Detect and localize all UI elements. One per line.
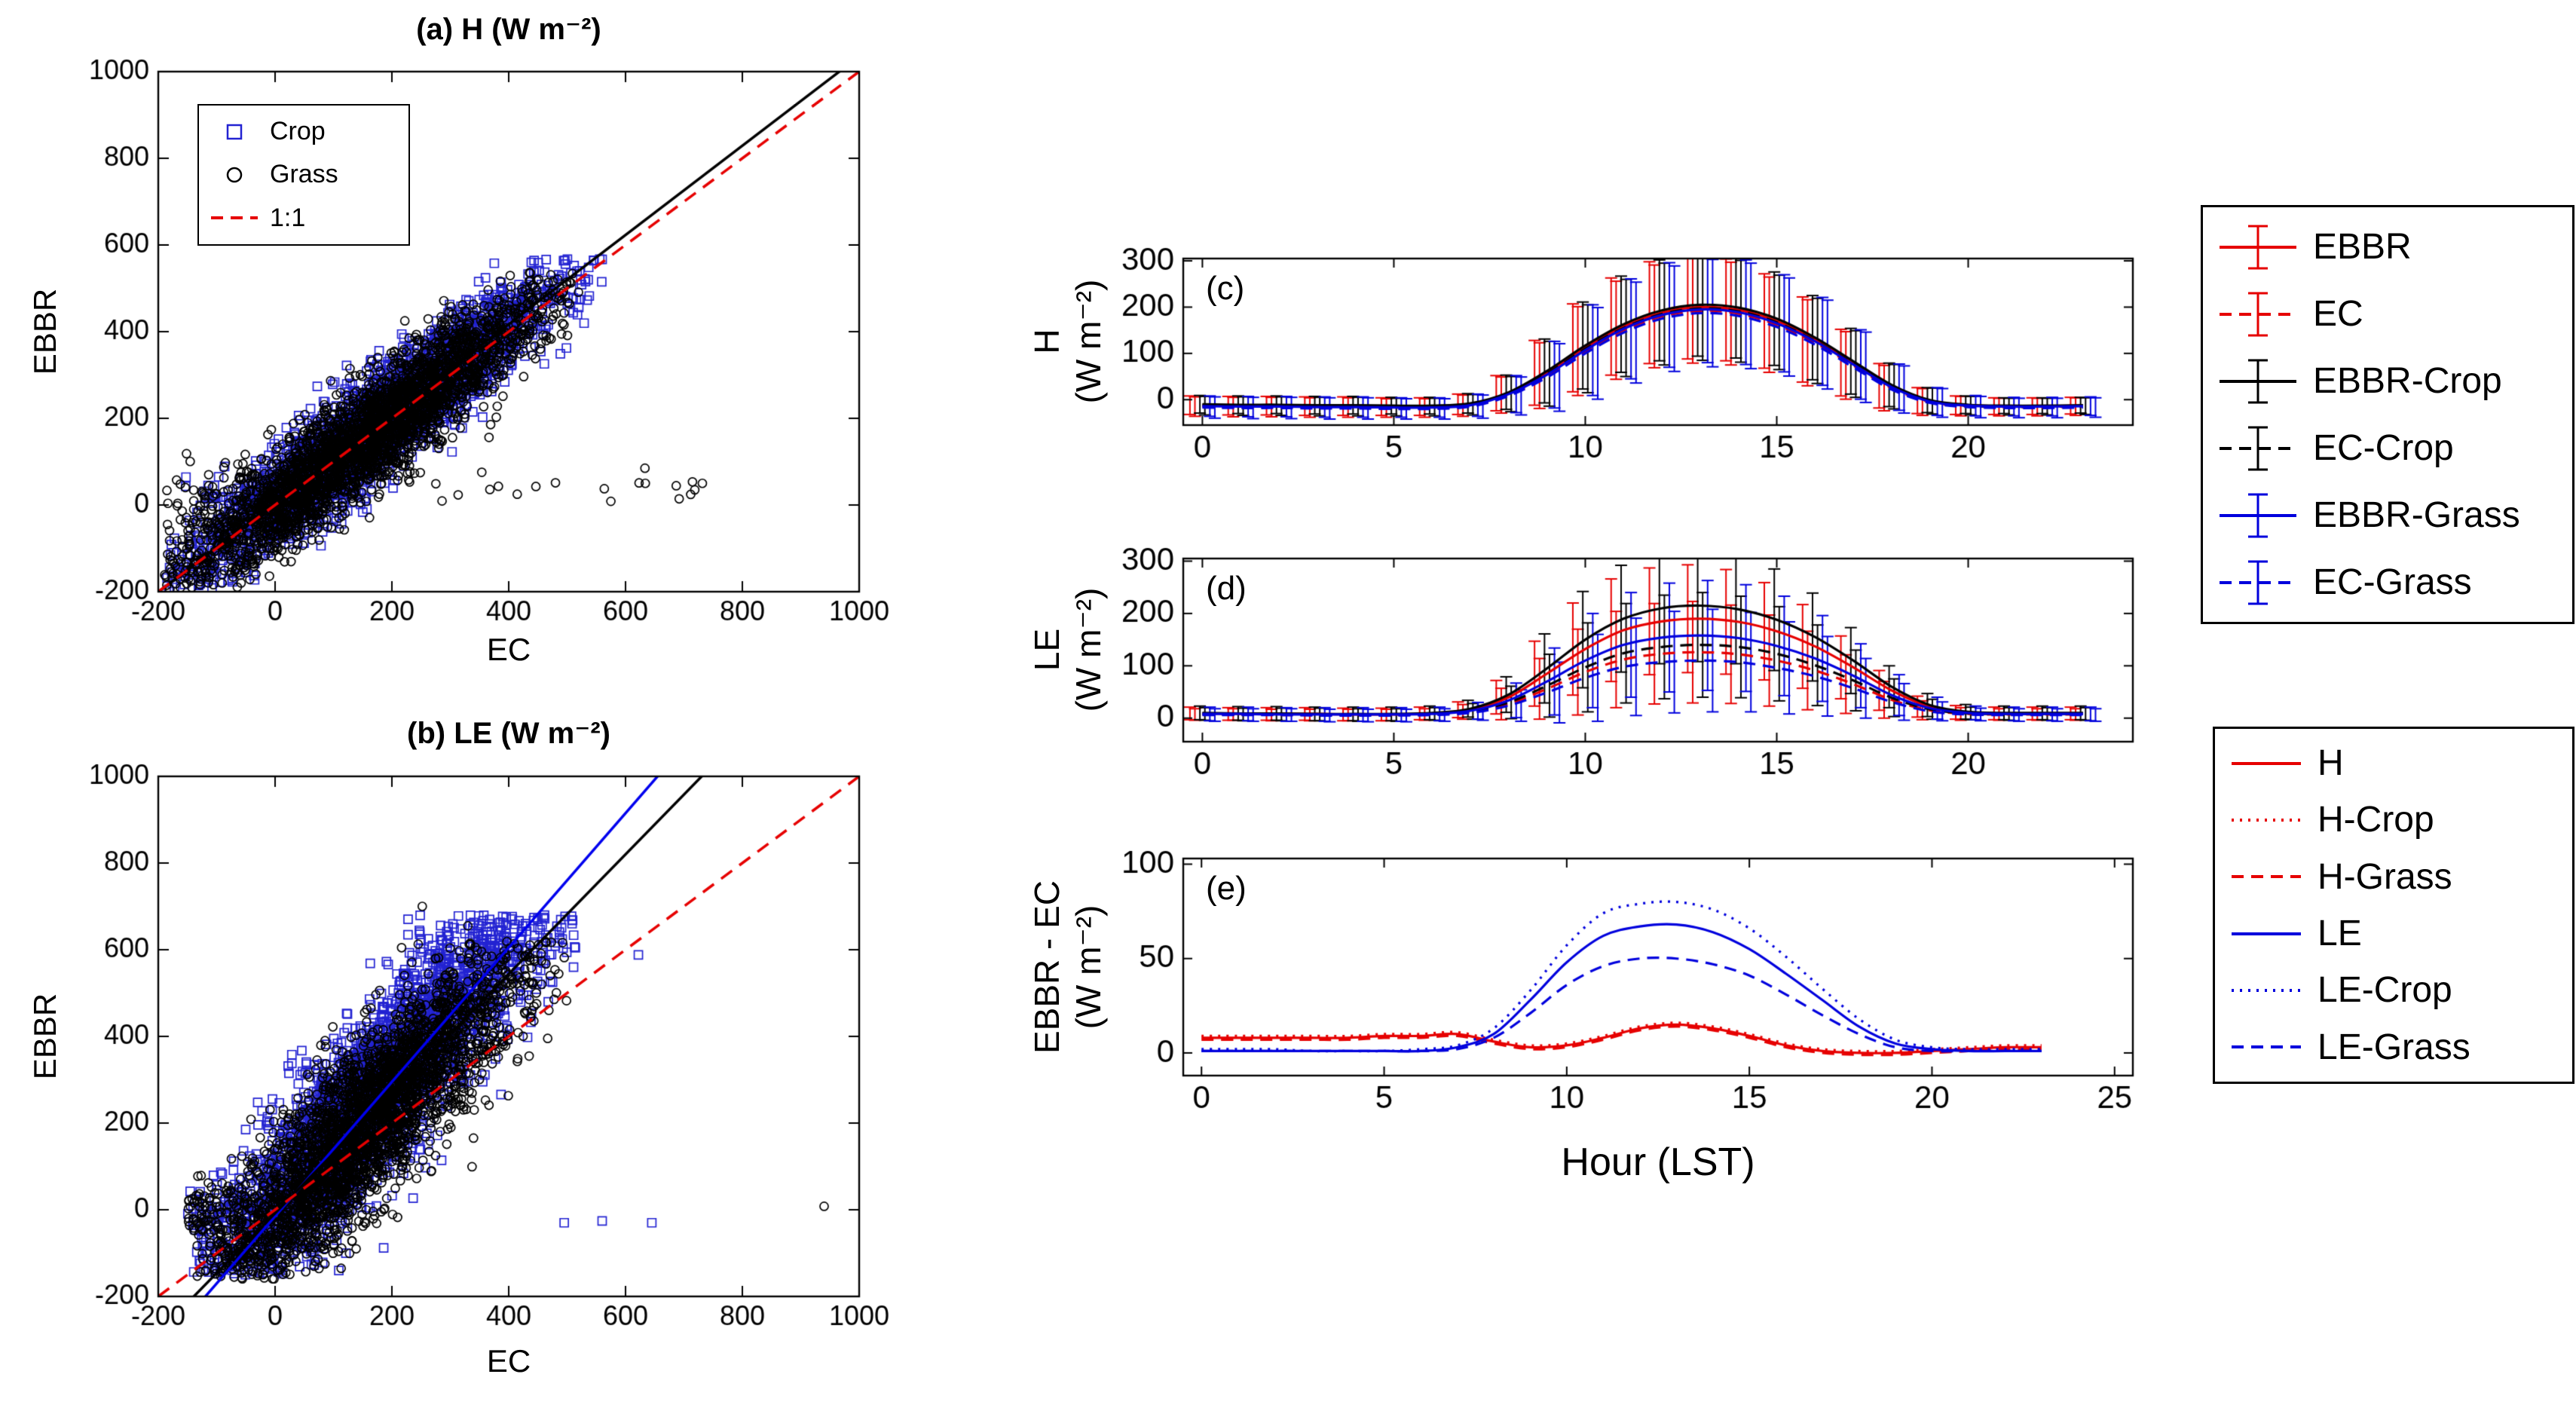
ec-crop-errorbar-line-icon xyxy=(2217,422,2299,475)
legend2-item-h-crop: H-Crop xyxy=(2229,798,2559,842)
legend1-item-ebbr-crop: EBBR-Crop xyxy=(2217,355,2559,408)
panel-e-ylabel-main: EBBR - EC xyxy=(1027,880,1066,1054)
panel-c-diurnal-canvas xyxy=(1093,241,2178,476)
panel-a-title: (a) H (W m⁻²) xyxy=(416,13,601,46)
legend1-label-ec-grass: EC-Grass xyxy=(2313,562,2472,602)
legend2-label-h-crop: H-Crop xyxy=(2317,800,2434,840)
grass-circle-marker-icon xyxy=(208,158,261,191)
panel-d-label: (d) xyxy=(1206,570,1247,607)
panel-c-ylabel-main: H xyxy=(1027,329,1066,354)
legend2-label-h: H xyxy=(2317,743,2344,784)
legend2-item-h: H xyxy=(2229,742,2559,785)
panel-d-diurnal-canvas xyxy=(1093,541,2178,793)
panel-a-legend: Crop Grass 1:1 xyxy=(197,104,410,246)
le-crop-line-icon xyxy=(2229,969,2304,1012)
panel-c-label: (c) xyxy=(1206,270,1245,307)
legend2-label-le-grass: LE-Grass xyxy=(2317,1027,2470,1067)
panel-b-scatter-canvas xyxy=(30,750,904,1353)
legend1-label-ebbr: EBBR xyxy=(2313,227,2412,267)
legend-item-one-to-one: 1:1 xyxy=(208,201,399,234)
one-to-one-line-icon xyxy=(208,201,261,234)
legend1-item-ebbr: EBBR xyxy=(2217,221,2559,274)
legend1-item-ec-crop: EC-Crop xyxy=(2217,422,2559,475)
legend2-label-le: LE xyxy=(2317,914,2362,954)
legend2-item-le-grass: LE-Grass xyxy=(2229,1025,2559,1069)
ebbr-crop-errorbar-line-icon xyxy=(2217,355,2299,408)
ec-errorbar-line-icon xyxy=(2217,288,2299,341)
h-crop-line-icon xyxy=(2229,798,2304,842)
legend1-label-ec: EC xyxy=(2313,294,2363,334)
legend-label-grass: Grass xyxy=(270,160,338,189)
legend-errorbar-series: EBBR EC EBBR-Crop EC-Crop EBBR-Grass EC-… xyxy=(2201,205,2574,624)
panel-b-title: (b) LE (W m⁻²) xyxy=(407,717,610,750)
crop-square-marker-icon xyxy=(208,115,261,148)
panel-a-xlabel: EC xyxy=(486,632,531,667)
legend2-item-le-crop: LE-Crop xyxy=(2229,969,2559,1012)
legend-label-one-to-one: 1:1 xyxy=(270,203,306,232)
hour-lst-xlabel: Hour (LST) xyxy=(1561,1140,1755,1184)
legend-item-grass: Grass xyxy=(208,158,399,191)
panel-b-xlabel: EC xyxy=(486,1343,531,1379)
legend2-label-le-crop: LE-Crop xyxy=(2317,970,2452,1011)
legend1-item-ebbr-grass: EBBR-Grass xyxy=(2217,489,2559,542)
legend2-item-le: LE xyxy=(2229,912,2559,956)
ebbr-errorbar-line-icon xyxy=(2217,221,2299,274)
legend-item-crop: Crop xyxy=(208,115,399,148)
legend2-label-h-grass: H-Grass xyxy=(2317,856,2452,897)
panel-e-diurnal-canvas xyxy=(1093,841,2178,1131)
ebbr-grass-errorbar-line-icon xyxy=(2217,489,2299,542)
panel-a-scatter-canvas xyxy=(30,45,904,648)
le-line-icon xyxy=(2229,912,2304,956)
ec-grass-errorbar-line-icon xyxy=(2217,556,2299,609)
legend-difference-series: H H-Crop H-Grass LE LE-Crop LE-Grass xyxy=(2213,727,2574,1084)
legend1-label-ebbr-crop: EBBR-Crop xyxy=(2313,361,2502,401)
legend1-item-ec: EC xyxy=(2217,288,2559,341)
legend1-label-ebbr-grass: EBBR-Grass xyxy=(2313,495,2520,535)
legend1-label-ec-crop: EC-Crop xyxy=(2313,428,2454,468)
h-line-icon xyxy=(2229,742,2304,785)
legend1-item-ec-grass: EC-Grass xyxy=(2217,556,2559,609)
le-grass-line-icon xyxy=(2229,1025,2304,1069)
panel-e-label: (e) xyxy=(1206,870,1247,907)
legend-label-crop: Crop xyxy=(270,117,326,146)
h-grass-line-icon xyxy=(2229,855,2304,898)
legend2-item-h-grass: H-Grass xyxy=(2229,855,2559,898)
